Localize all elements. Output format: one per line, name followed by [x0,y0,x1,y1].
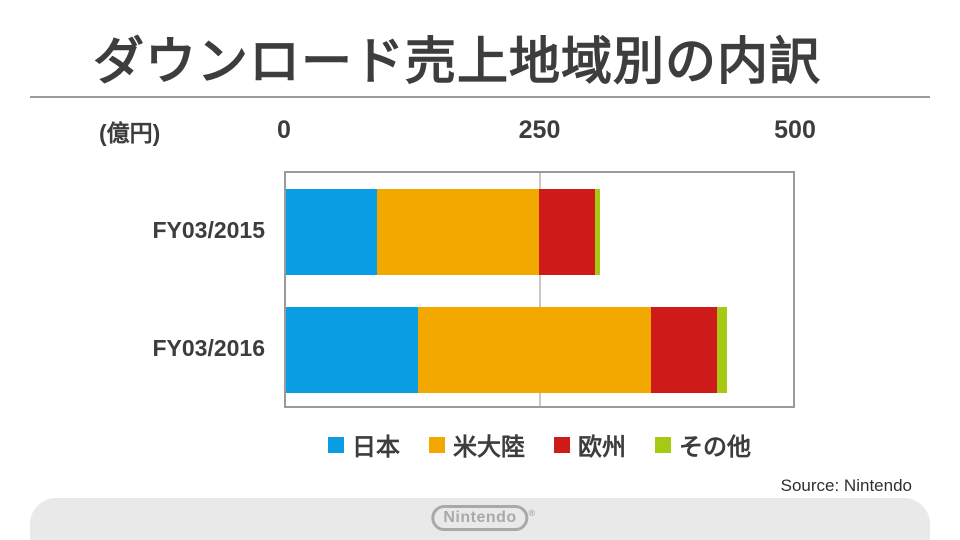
title-divider [30,96,930,98]
bar-segment [716,307,728,393]
legend-item: 米大陸 [429,427,525,462]
bar-segment [417,307,652,393]
legend-label: 日本 [352,434,400,461]
x-tick-label: 250 [518,116,561,144]
plot-area [284,171,795,408]
unit-label: (億円) [99,120,161,146]
bar-segment [286,189,378,275]
bar-segment [377,189,540,275]
legend-swatch [554,436,570,453]
category-label: FY03/2016 [152,335,265,361]
legend-swatch [429,436,445,453]
legend-item: 欧州 [554,427,626,462]
bar-segment [595,189,601,275]
bar-row [286,307,793,393]
legend-item: 日本 [328,427,400,462]
bar-segment [286,307,418,393]
nintendo-logo-text: Nintendo [443,509,517,526]
legend-swatch [655,436,671,453]
x-axis-ticks: 0 250 500 [277,116,816,146]
nintendo-logo: Nintendo ® [431,505,535,531]
legend-label: 米大陸 [453,434,525,461]
bar-segment [539,189,596,275]
source-label: Source: Nintendo [780,476,912,495]
footer-bar: Nintendo ® [30,498,930,540]
legend-label: 欧州 [578,434,626,461]
x-tick-label: 500 [774,116,816,144]
legend: 日本 米大陸 欧州 その他 [284,427,795,462]
page-title: ダウンロード売上地域別の内訳 [93,33,822,90]
bar-row [286,189,793,275]
registered-mark: ® [528,508,536,518]
bar-segment [651,307,717,393]
x-tick-label: 0 [277,116,291,144]
gridline [538,173,541,406]
legend-item: その他 [655,427,751,462]
legend-label: その他 [679,434,751,461]
category-label: FY03/2015 [152,217,265,243]
legend-swatch [328,436,344,453]
